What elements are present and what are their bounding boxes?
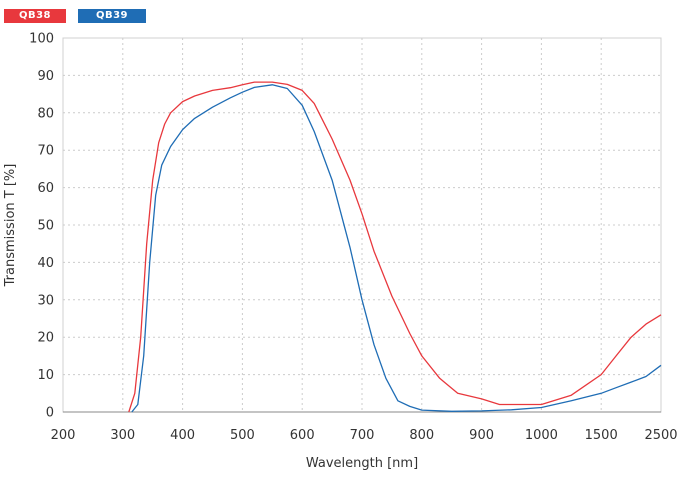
x-tick-label: 700 — [350, 428, 375, 443]
y-tick-label: 20 — [37, 331, 54, 346]
x-tick-label: 1000 — [525, 428, 558, 443]
y-tick-label: 90 — [37, 69, 54, 84]
y-tick-label: 40 — [37, 256, 54, 271]
y-tick-label: 80 — [37, 106, 54, 121]
y-tick-label: 50 — [37, 219, 54, 234]
y-tick-label: 0 — [46, 406, 54, 421]
x-tick-label: 400 — [170, 428, 195, 443]
series-line-qb39 — [131, 84, 662, 413]
x-tick-label: 300 — [110, 428, 135, 443]
y-tick-label: 10 — [37, 368, 54, 383]
x-tick-label: 200 — [51, 428, 76, 443]
y-tick-label: 100 — [29, 32, 54, 47]
x-axis-title: Wavelength [nm] — [306, 456, 418, 471]
legend-qb39: QB39 — [78, 9, 146, 23]
x-tick-label: 600 — [290, 428, 315, 443]
x-tick-label: 800 — [409, 428, 434, 443]
y-tick-label: 60 — [37, 181, 54, 196]
y-axis-title: Transmission T [%] — [3, 164, 18, 288]
x-tick-label: 2500 — [644, 428, 677, 443]
x-tick-label: 500 — [230, 428, 255, 443]
y-tick-label: 70 — [37, 144, 54, 159]
series-line-qb38 — [128, 81, 662, 413]
x-tick-label: 900 — [469, 428, 494, 443]
y-tick-label: 30 — [37, 293, 54, 308]
x-tick-label: 1500 — [585, 428, 618, 443]
legend-qb38: QB38 — [4, 9, 66, 23]
